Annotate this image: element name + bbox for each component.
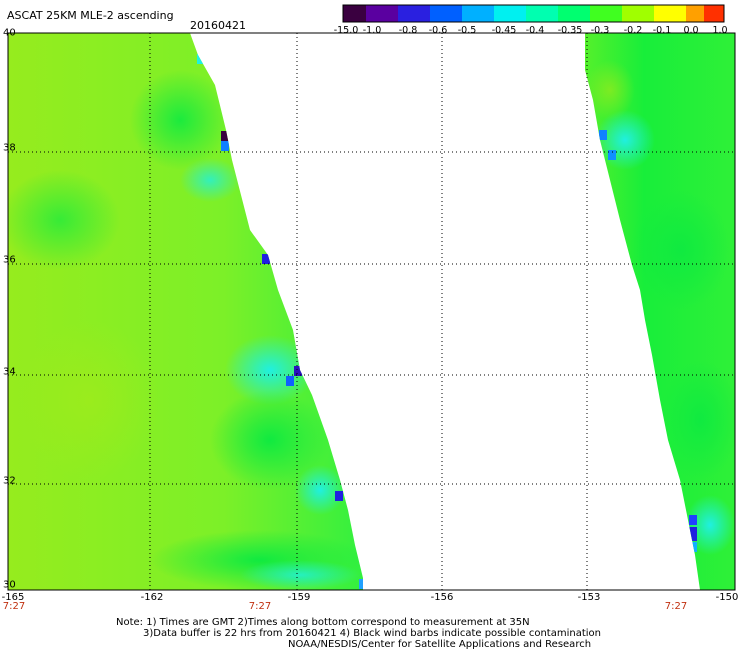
colorbar-label: -0.2 bbox=[623, 25, 643, 36]
time-label: 7:27 bbox=[2, 601, 26, 612]
colorbar-label: -0.1 bbox=[652, 25, 672, 36]
colorbar-label: -0.4 bbox=[525, 25, 545, 36]
colorbar-label: -0.45 bbox=[491, 25, 517, 36]
note-line-3: NOAA/NESDIS/Center for Satellite Applica… bbox=[288, 639, 592, 650]
colorbar-label: -15.0 bbox=[333, 25, 359, 36]
colorbar-label: 1.0 bbox=[712, 25, 728, 36]
colorbar-label: -0.35 bbox=[557, 25, 583, 36]
lat-label: 32 bbox=[3, 475, 16, 487]
lon-label: -156 bbox=[430, 592, 454, 603]
time-label: 7:27 bbox=[248, 601, 272, 612]
colorbar-label: 0.0 bbox=[683, 25, 699, 36]
lat-label: 30 bbox=[3, 579, 16, 591]
colorbar-label: -1.0 bbox=[362, 25, 382, 36]
colorbar-label: -0.6 bbox=[428, 25, 448, 36]
lat-label: 34 bbox=[3, 366, 16, 378]
swath-right bbox=[585, 33, 735, 590]
colorbar-label: -0.3 bbox=[590, 25, 610, 36]
colorbar bbox=[342, 4, 725, 23]
graticule bbox=[8, 33, 735, 590]
colorbar-label: -0.8 bbox=[398, 25, 418, 36]
lon-label: -162 bbox=[140, 592, 164, 603]
product-title: ASCAT 25KM MLE-2 ascending bbox=[7, 9, 174, 22]
lon-label: -153 bbox=[577, 592, 601, 603]
time-label: 7:27 bbox=[664, 601, 688, 612]
lon-label: -159 bbox=[287, 592, 311, 603]
map-frame bbox=[7, 32, 736, 591]
lat-label: 38 bbox=[3, 142, 16, 154]
note-line-2: 3)Data buffer is 22 hrs from 20160421 4)… bbox=[143, 628, 601, 639]
lat-label: 36 bbox=[3, 254, 16, 266]
colorbar-label: -0.5 bbox=[457, 25, 477, 36]
swath-left bbox=[8, 33, 363, 590]
lon-label: -150 bbox=[715, 592, 739, 603]
note-line-1: Note: 1) Times are GMT 2)Times along bot… bbox=[116, 617, 530, 628]
lat-label: 40 bbox=[3, 27, 16, 39]
lon-label: -165 bbox=[1, 592, 25, 603]
product-date: 20160421 bbox=[190, 19, 246, 32]
